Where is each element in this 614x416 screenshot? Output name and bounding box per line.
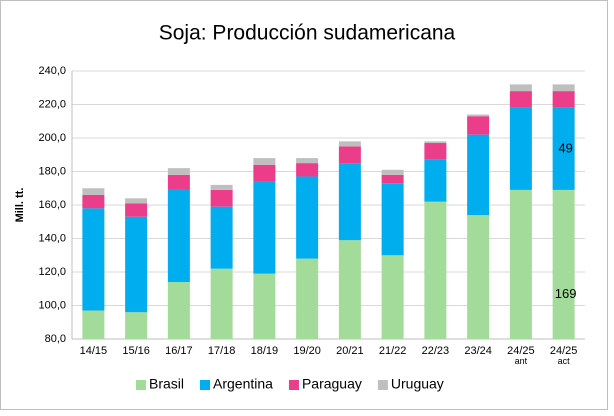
bar-segment: [509, 189, 532, 339]
legend-swatch: [377, 380, 388, 390]
x-tick-label-line: 17/18: [208, 345, 236, 357]
x-tick-label: 15/16: [122, 345, 150, 357]
bar-segment: [424, 143, 447, 160]
bar-segment: [167, 174, 190, 190]
data-label: 169: [555, 286, 577, 301]
chart-title: Soja: Producción sudamericana: [159, 22, 456, 45]
bar-segment: [82, 310, 105, 339]
bar-segment: [338, 141, 361, 147]
bar-segment: [125, 198, 148, 204]
y-tick-label: 200,0: [38, 132, 66, 144]
x-tick-label-line: 23/24: [464, 345, 492, 357]
bar-segment: [210, 206, 233, 269]
x-tick-label-line: 19/20: [293, 345, 321, 357]
bar-segment: [552, 91, 575, 108]
bar-segment: [296, 163, 319, 177]
bar-segment: [424, 201, 447, 339]
bar-segment: [82, 194, 105, 209]
legend-swatch: [288, 380, 299, 390]
bar-segment: [509, 107, 532, 190]
legend-label: Argentina: [213, 376, 273, 392]
y-tick-label: 180,0: [38, 165, 66, 177]
bar-segment: [253, 273, 276, 339]
legend-label: Brasil: [149, 376, 184, 392]
bar-segment: [167, 189, 190, 283]
bar-segment: [210, 184, 233, 190]
bar-segment: [509, 91, 532, 108]
bar-segment: [253, 164, 276, 182]
x-tick-label-line: 18/19: [251, 345, 279, 357]
bar-segment: [467, 134, 490, 216]
x-tick-label-line: 21/22: [379, 345, 407, 357]
bar-segment: [552, 189, 575, 339]
bar-segment: [552, 107, 575, 190]
x-tick-label: 19/20: [293, 345, 321, 357]
bar-segment: [381, 169, 404, 175]
y-tick-label: 240,0: [38, 65, 66, 77]
bar-segment: [82, 188, 105, 195]
x-tick-label: 22/23: [422, 345, 450, 357]
bar-segment: [381, 183, 404, 256]
bar-segment: [467, 215, 490, 339]
x-tick-label: 18/19: [251, 345, 279, 357]
bar-segment: [296, 176, 319, 259]
x-tick-label-line: 14/15: [80, 345, 108, 357]
x-tick-label-line: 16/17: [165, 345, 193, 357]
bar-segment: [167, 282, 190, 339]
bar-segment: [296, 158, 319, 164]
x-tick-label: 23/24: [464, 345, 492, 357]
y-tick-label: 140,0: [38, 232, 66, 244]
bar-segment: [467, 116, 490, 135]
x-tick-label-line: ant: [515, 356, 528, 366]
bar-segment: [552, 84, 575, 92]
bar-segment: [424, 141, 447, 144]
bar-segment: [296, 258, 319, 339]
legend-swatch: [136, 380, 146, 390]
x-tick-label-line: 22/23: [422, 345, 450, 357]
legend-swatch: [200, 380, 211, 390]
legend-label: Uruguay: [391, 376, 444, 392]
x-tick-label-line: act: [558, 356, 571, 366]
bar-segment: [509, 84, 532, 92]
data-label: 49: [558, 140, 572, 155]
x-tick-label-line: 20/21: [336, 345, 364, 357]
bar-segment: [125, 203, 148, 217]
x-tick-label-line: 24/25: [550, 345, 578, 357]
bar-segment: [467, 114, 490, 117]
x-tick-label: 17/18: [208, 345, 236, 357]
x-tick-label: 21/22: [379, 345, 407, 357]
bar-segment: [338, 146, 361, 164]
legend-label: Paraguay: [302, 376, 362, 392]
bar-segment: [381, 174, 404, 184]
bar-segment: [167, 168, 190, 175]
bar-segment: [424, 159, 447, 202]
x-tick-label: 24/25 act: [550, 345, 578, 366]
x-tick-label: 16/17: [165, 345, 193, 357]
bar-segment: [253, 158, 276, 165]
bar-segment: [338, 163, 361, 241]
y-tick-label: 120,0: [38, 266, 66, 278]
bar-segment: [381, 255, 404, 339]
x-tick-label: 24/25 ant: [507, 345, 535, 366]
bar-segment: [82, 208, 105, 311]
x-tick-label-line: 15/16: [122, 345, 150, 357]
bar-segment: [338, 240, 361, 339]
bar-segment: [210, 268, 233, 339]
bar-segment: [253, 181, 276, 274]
x-tick-label: 14/15: [80, 345, 108, 357]
y-tick-label: 80,0: [45, 333, 66, 345]
y-tick-label: 100,0: [38, 299, 66, 311]
bar-segment: [210, 189, 233, 207]
y-axis-label: Mill. tt.: [14, 188, 26, 223]
x-tick-label: 20/21: [336, 345, 364, 357]
x-tick-label-line: 24/25: [507, 345, 535, 357]
y-tick-label: 160,0: [38, 199, 66, 211]
bar-segment: [125, 312, 148, 339]
bar-segment: [125, 216, 148, 313]
y-tick-label: 220,0: [38, 98, 66, 110]
